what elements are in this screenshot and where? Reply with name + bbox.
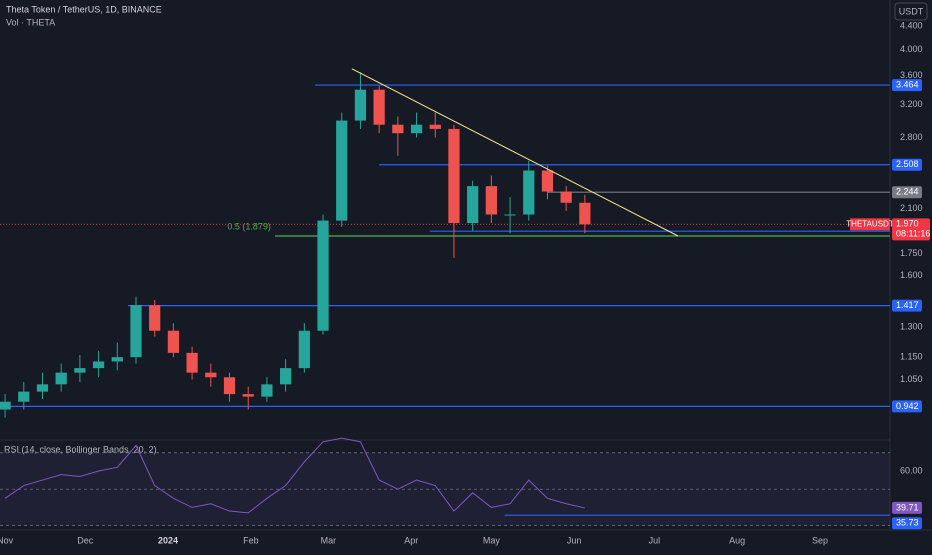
candle-body <box>523 170 535 215</box>
candle-body <box>504 214 516 216</box>
fib-label: 0.5 (1.879) <box>227 221 271 231</box>
price-tag <box>892 218 930 241</box>
rsi-title: RSI (14, close, Bollinger Bands, 20, 2) <box>4 444 157 454</box>
y-tick-label: 3.600 <box>900 70 923 80</box>
level-tag <box>892 299 922 312</box>
y-tick-label: 4.000 <box>900 44 923 54</box>
candle-body <box>280 368 292 385</box>
candle-body <box>410 124 423 134</box>
countdown: 08:11:16 <box>896 229 930 239</box>
rsi-value: 39.71 <box>896 502 919 512</box>
level-label: 3.464 <box>896 79 919 89</box>
level-tag <box>892 186 922 199</box>
candle-body <box>242 394 254 397</box>
y-tick-label: 3.200 <box>900 99 923 109</box>
candle-body <box>92 361 105 369</box>
candle-body <box>429 124 441 129</box>
trendline <box>351 68 679 237</box>
level-label: 1.417 <box>896 300 919 310</box>
y-tick-label: 1.600 <box>900 270 923 280</box>
candle-body <box>186 352 198 373</box>
candle-body <box>467 186 479 224</box>
candle-body <box>149 305 161 331</box>
candle-body <box>36 384 49 392</box>
currency-box[interactable] <box>894 2 928 21</box>
candle-body <box>317 220 329 331</box>
rsi-level-label: 35.73 <box>896 518 919 528</box>
x-tick-label: Mar <box>321 535 337 545</box>
rsi-level-tag <box>892 517 922 530</box>
candle-body <box>111 357 123 362</box>
y-tick-label: 4.400 <box>900 20 923 30</box>
candle-body <box>18 391 30 402</box>
level-label: 0.942 <box>896 401 919 411</box>
x-tick-label: Jul <box>649 535 661 545</box>
y-tick-label: 2.800 <box>900 132 923 142</box>
candle-body <box>392 124 404 134</box>
x-tick-label: Nov <box>0 535 14 545</box>
rsi-tag <box>892 501 922 514</box>
candle-body <box>130 305 142 358</box>
candle-body <box>223 377 236 395</box>
candle-body <box>0 401 11 410</box>
symbol-tag <box>850 218 890 231</box>
candle-body <box>541 170 554 192</box>
candle-body <box>55 372 67 385</box>
x-tick-label: Feb <box>243 535 259 545</box>
candle-body <box>485 186 497 215</box>
chart-title: Theta Token / TetherUS, 1D, BINANCE <box>6 4 162 14</box>
candle-body <box>261 384 273 397</box>
rsi-tick-label: 60.00 <box>900 465 923 475</box>
level-tag <box>892 79 922 92</box>
y-tick-label: 1.150 <box>900 352 923 362</box>
level-label: 2.244 <box>896 187 919 197</box>
x-tick-label: Jun <box>567 535 582 545</box>
y-tick-label: 1.750 <box>900 248 923 258</box>
currency: USDT <box>899 6 924 16</box>
candle-body <box>448 128 460 224</box>
candle-body <box>354 89 367 121</box>
x-tick-label: Apr <box>404 535 418 545</box>
y-tick-label: 2.100 <box>900 203 923 213</box>
level-label: 2.508 <box>896 159 919 169</box>
price-label: 1.970 <box>896 219 919 229</box>
x-tick-label: Aug <box>729 535 745 545</box>
candle-body <box>74 368 86 373</box>
x-tick-label: May <box>483 535 501 545</box>
symbol-label: THETAUSDT <box>846 219 894 228</box>
level-tag <box>892 158 922 171</box>
candle-body <box>167 330 180 353</box>
subtitle: Vol · THETA <box>6 17 55 27</box>
candle-body <box>373 89 385 125</box>
candle-body <box>205 372 217 378</box>
candle-body <box>336 120 348 221</box>
y-tick-label: 1.300 <box>900 321 923 331</box>
candle-body <box>579 202 591 225</box>
x-tick-label: Sep <box>812 535 828 545</box>
y-tick-label: 1.050 <box>900 374 923 384</box>
level-tag <box>892 400 922 413</box>
candle-body <box>560 191 572 203</box>
x-tick-label: Dec <box>77 535 94 545</box>
rsi-line <box>4 437 585 514</box>
x-tick-label: 2024 <box>158 535 178 545</box>
candle-body <box>298 330 310 369</box>
